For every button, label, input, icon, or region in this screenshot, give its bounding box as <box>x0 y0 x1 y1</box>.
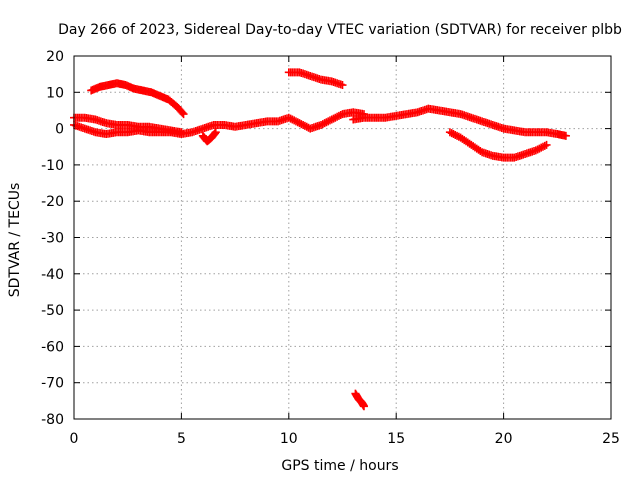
data-point-interp <box>324 117 333 126</box>
data-point-interp <box>322 118 331 127</box>
data-point-interp <box>170 100 179 109</box>
y-tick-label: 10 <box>46 85 64 101</box>
series-track-b <box>70 113 186 137</box>
data-point-interp <box>474 145 483 154</box>
y-tick-label: -30 <box>41 231 64 247</box>
y-tick-label: 20 <box>46 49 64 65</box>
data-point-interp <box>535 144 544 153</box>
axis-ticks: 0 5 10 15 20 25 -80 -70 -60 -50 -40 -30 -20 -10 0 10 20 <box>41 49 620 447</box>
x-tick-label: 25 <box>602 431 620 447</box>
data-point-interp <box>78 123 87 132</box>
x-tick-label: 10 <box>280 431 298 447</box>
data-point-interp <box>454 109 463 118</box>
data-point-interp <box>315 121 324 130</box>
y-tick-label: -50 <box>41 303 64 319</box>
data-point-interp <box>331 113 340 122</box>
data-point-interp <box>100 118 109 127</box>
x-tick-label: 0 <box>70 431 79 447</box>
data-point-interp <box>175 127 184 136</box>
data-point-interp <box>288 115 297 124</box>
data-point-interp <box>333 112 342 121</box>
data-point-interp <box>177 107 186 116</box>
data-point-interp <box>197 125 206 134</box>
y-axis-label: SDTVAR / TECUs <box>7 183 23 298</box>
data-point-interp <box>487 151 496 160</box>
data-point <box>327 115 336 124</box>
data-point-interp <box>304 71 313 80</box>
data-point-interp <box>451 130 460 139</box>
series-track-f <box>349 104 570 140</box>
data-point-interp <box>290 116 299 125</box>
y-tick-label: -10 <box>41 158 64 174</box>
data-point-interp <box>297 120 306 129</box>
data-point-interp <box>336 80 345 89</box>
data-point <box>445 128 454 137</box>
data-point-interp <box>497 123 506 132</box>
data-point-interp <box>291 117 300 126</box>
data-point-interp <box>178 108 187 117</box>
data-point-interp <box>519 150 528 159</box>
series-track-h <box>351 389 368 411</box>
series-track-a <box>70 108 368 139</box>
y-tick-label: -60 <box>41 339 64 355</box>
series-track-g <box>445 128 551 162</box>
data-point-interp <box>318 120 327 129</box>
data-point-interp <box>89 115 98 124</box>
series-track-d <box>198 128 220 146</box>
data-point-interp <box>537 143 546 152</box>
data-point-interp <box>300 121 309 130</box>
data-point-interp <box>465 113 474 122</box>
data-point-interp <box>315 74 324 83</box>
data-point-interp <box>530 146 539 155</box>
y-tick-label: -80 <box>41 412 64 428</box>
series-track-e <box>284 68 347 90</box>
data-point-interp <box>449 130 458 139</box>
data-point-interp <box>540 141 549 150</box>
x-tick-label: 5 <box>177 431 186 447</box>
data-point-interp <box>359 401 368 410</box>
x-axis-label: GPS time / hours <box>281 458 398 474</box>
data-point-interp <box>538 142 547 151</box>
y-tick-label: -20 <box>41 194 64 210</box>
data-point-interp <box>320 119 329 128</box>
data-point-interp <box>293 118 302 127</box>
data-point-interp <box>476 116 485 125</box>
data-point <box>295 119 304 128</box>
x-tick-label: 15 <box>387 431 405 447</box>
data-point-interp <box>453 131 462 140</box>
data-point-interp <box>411 108 420 117</box>
data-point-interp <box>302 122 311 131</box>
data-point-interp <box>447 129 456 138</box>
data-point-interp <box>286 114 295 123</box>
data-point-interp <box>334 111 343 120</box>
data-point-interp <box>487 120 496 129</box>
plot-frame <box>73 55 612 420</box>
y-tick-label: -70 <box>41 376 64 392</box>
data-point-interp <box>533 145 542 154</box>
data-marks <box>70 68 570 411</box>
y-tick-label: 0 <box>55 122 64 138</box>
data-point-interp <box>211 129 220 138</box>
data-point-interp <box>476 146 485 155</box>
data-point <box>542 140 551 149</box>
data-point-interp <box>560 131 569 140</box>
data-point-interp <box>336 110 345 119</box>
data-point-interp <box>186 128 195 137</box>
data-point-interp <box>325 77 334 86</box>
series-track-c <box>87 79 188 119</box>
data-point-interp <box>329 114 338 123</box>
grid-lines <box>74 56 611 419</box>
data-point-interp <box>89 127 98 136</box>
chart-title: Day 266 of 2023, Sidereal Day-to-day VTE… <box>58 22 622 38</box>
y-tick-label: -40 <box>41 267 64 283</box>
data-point-interp <box>463 138 472 147</box>
data-point-interp <box>299 120 308 129</box>
data-point-interp <box>325 116 334 125</box>
x-tick-label: 20 <box>495 431 513 447</box>
